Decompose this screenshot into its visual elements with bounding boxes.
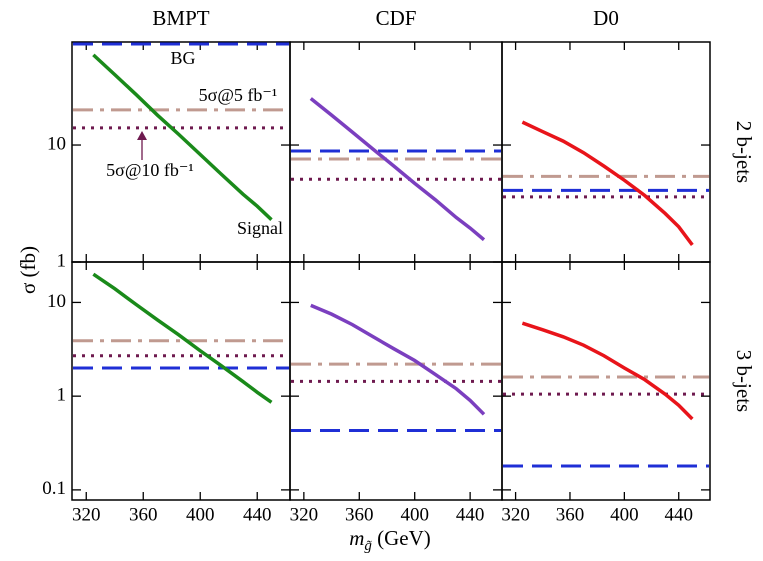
signal-line (521, 321, 694, 421)
panel-frame (501, 261, 711, 501)
arrowhead (137, 131, 147, 140)
y-tick-label: 1 (57, 250, 67, 271)
signal-line (310, 303, 486, 416)
line-label: Signal (237, 218, 283, 238)
x-tick-label: 360 (345, 504, 374, 525)
line-label: 5σ@10 fb⁻¹ (106, 160, 194, 180)
x-tick-label: 360 (556, 504, 585, 525)
panel-frame (71, 261, 291, 501)
x-label-unit: (GeV) (372, 526, 431, 550)
x-tick-label: 320 (290, 504, 319, 525)
y-axis-label: σ (fb) (16, 246, 40, 294)
x-tick-label: 320 (501, 504, 530, 525)
x-tick-label: 320 (72, 504, 101, 525)
row-label: 2 b-jets (732, 121, 756, 183)
column-title: BMPT (152, 6, 209, 30)
column-title: D0 (593, 6, 619, 30)
x-tick-label: 440 (456, 504, 485, 525)
x-tick-label: 400 (186, 504, 215, 525)
y-tick-label: 10 (47, 133, 66, 154)
x-label-symbol: m (349, 526, 364, 550)
x-tick-label: 360 (129, 504, 158, 525)
x-tick-label: 400 (610, 504, 639, 525)
column-title: CDF (376, 6, 417, 30)
signal-line (521, 120, 694, 246)
x-tick-label: 400 (400, 504, 429, 525)
signal-line (92, 272, 273, 404)
x-label-subscript: g̃ (364, 538, 372, 554)
signal-line (92, 53, 273, 221)
signal-line (309, 97, 486, 242)
x-tick-label: 440 (664, 504, 693, 525)
row-label: 3 b-jets (732, 350, 756, 412)
panel-frame (289, 261, 503, 501)
x-axis-label: mg̃ (GeV) (349, 526, 431, 555)
y-tick-label: 10 (47, 291, 66, 312)
y-tick-label: 1 (57, 385, 67, 406)
y-tick-label: 0.1 (42, 478, 66, 499)
line-label: 5σ@5 fb⁻¹ (199, 85, 278, 105)
x-tick-label: 440 (243, 504, 272, 525)
line-label: BG (170, 48, 195, 68)
